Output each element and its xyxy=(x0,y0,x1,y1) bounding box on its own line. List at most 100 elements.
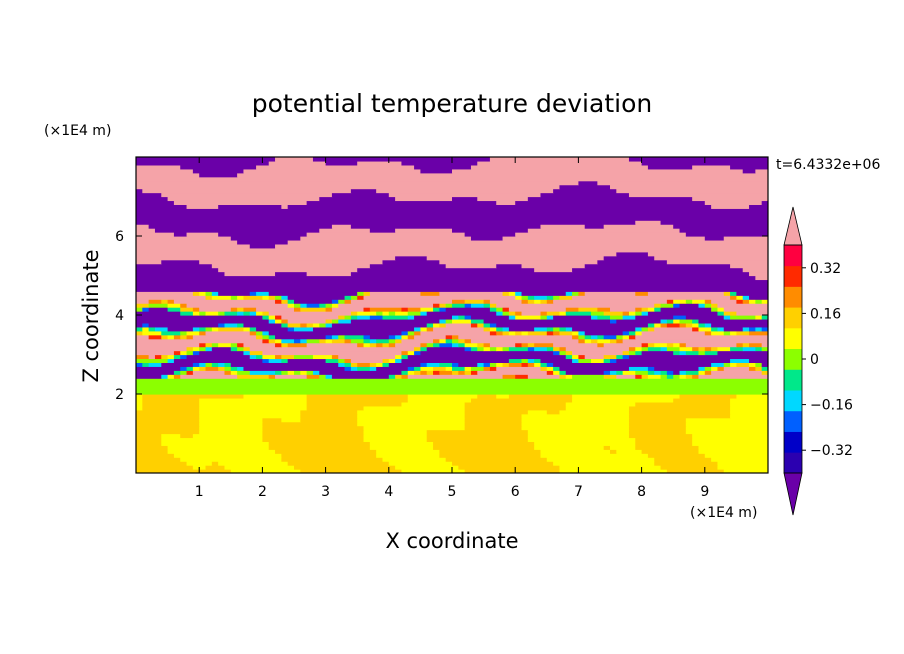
field-cell xyxy=(761,362,768,367)
field-cell xyxy=(319,228,371,233)
field-cell xyxy=(527,299,535,304)
field-cell xyxy=(616,338,624,344)
field-cell xyxy=(224,322,238,328)
field-cell xyxy=(540,449,611,454)
field-cell xyxy=(477,196,529,202)
field-cell xyxy=(382,457,447,462)
field-cell xyxy=(616,358,731,363)
field-cell xyxy=(136,425,200,431)
field-cell xyxy=(319,370,403,375)
field-cell xyxy=(275,334,327,340)
field-cell xyxy=(287,303,295,308)
field-cell xyxy=(736,362,750,367)
field-cell xyxy=(641,350,674,356)
field-cell xyxy=(572,374,605,379)
colorbar-bin xyxy=(784,327,802,350)
field-cell xyxy=(136,220,636,225)
field-cell xyxy=(470,164,649,170)
field-cell xyxy=(407,354,567,360)
field-cell xyxy=(426,255,605,261)
field-cell xyxy=(641,342,649,348)
field-cell xyxy=(268,445,371,450)
field-cell xyxy=(136,386,768,391)
field-cell xyxy=(622,338,768,344)
field-cell xyxy=(647,311,719,316)
field-cell xyxy=(603,370,611,375)
field-cell xyxy=(565,326,573,332)
field-cell xyxy=(331,374,390,379)
field-cell xyxy=(136,437,162,442)
field-cell xyxy=(439,318,447,324)
colorbar-bin xyxy=(784,286,802,308)
field-cell xyxy=(496,362,504,367)
field-cell xyxy=(161,299,169,304)
field-cell xyxy=(243,326,251,332)
field-cell xyxy=(521,413,630,419)
field-cell xyxy=(294,307,301,312)
field-cell xyxy=(749,366,756,371)
field-cell xyxy=(331,303,339,308)
field-cell xyxy=(515,232,687,237)
field-cell xyxy=(698,370,706,375)
field-cell xyxy=(628,405,731,411)
field-cell xyxy=(565,350,573,356)
field-cell xyxy=(673,224,768,229)
field-cell xyxy=(572,394,681,399)
field-cell xyxy=(249,326,257,332)
field-cell xyxy=(470,318,485,324)
field-cell xyxy=(483,346,491,352)
field-cell xyxy=(205,326,213,332)
field-cell xyxy=(521,299,529,304)
field-cell xyxy=(584,338,592,344)
field-cell xyxy=(363,334,371,340)
field-cell xyxy=(376,338,390,344)
field-cell xyxy=(136,413,200,419)
y-unit-label: (×1E4 m) xyxy=(44,123,111,139)
field-cell xyxy=(167,307,181,312)
field-cell xyxy=(344,315,352,320)
field-cell xyxy=(565,405,630,411)
field-cell xyxy=(470,303,485,308)
field-cell xyxy=(572,326,636,332)
field-cell xyxy=(363,433,428,439)
field-cell xyxy=(534,346,548,352)
field-cell xyxy=(660,220,768,225)
field-cell xyxy=(357,366,371,371)
field-cell xyxy=(717,307,725,312)
field-cell xyxy=(477,160,643,166)
field-cell xyxy=(262,417,282,423)
field-cell xyxy=(136,334,150,340)
field-cell xyxy=(452,299,466,304)
field-cell xyxy=(489,307,497,312)
field-cell xyxy=(433,370,440,375)
field-cell xyxy=(338,358,346,363)
field-cell xyxy=(237,322,245,328)
field-cell xyxy=(414,370,421,375)
field-cell xyxy=(749,330,768,336)
field-cell xyxy=(628,334,636,340)
field-cell xyxy=(610,315,624,320)
field-cell xyxy=(136,295,207,300)
field-cell xyxy=(262,433,365,439)
field-cell xyxy=(136,307,143,312)
field-cell xyxy=(508,311,516,316)
field-cell xyxy=(597,338,611,344)
field-cell xyxy=(527,295,535,300)
contour-field xyxy=(136,157,768,473)
field-cell xyxy=(546,311,561,316)
field-cell xyxy=(546,299,554,304)
field-cell xyxy=(357,421,466,427)
field-cell xyxy=(363,291,371,296)
field-cell xyxy=(331,224,352,229)
field-cell xyxy=(584,334,592,340)
field-cell xyxy=(685,421,768,427)
field-cell xyxy=(489,299,523,304)
field-cell xyxy=(382,311,390,316)
field-cell xyxy=(704,370,712,375)
field-cell xyxy=(534,441,636,446)
field-cell xyxy=(426,322,434,328)
field-cell xyxy=(572,350,624,356)
field-cell xyxy=(736,330,750,336)
field-cell xyxy=(433,307,440,312)
field-cell xyxy=(572,354,579,360)
